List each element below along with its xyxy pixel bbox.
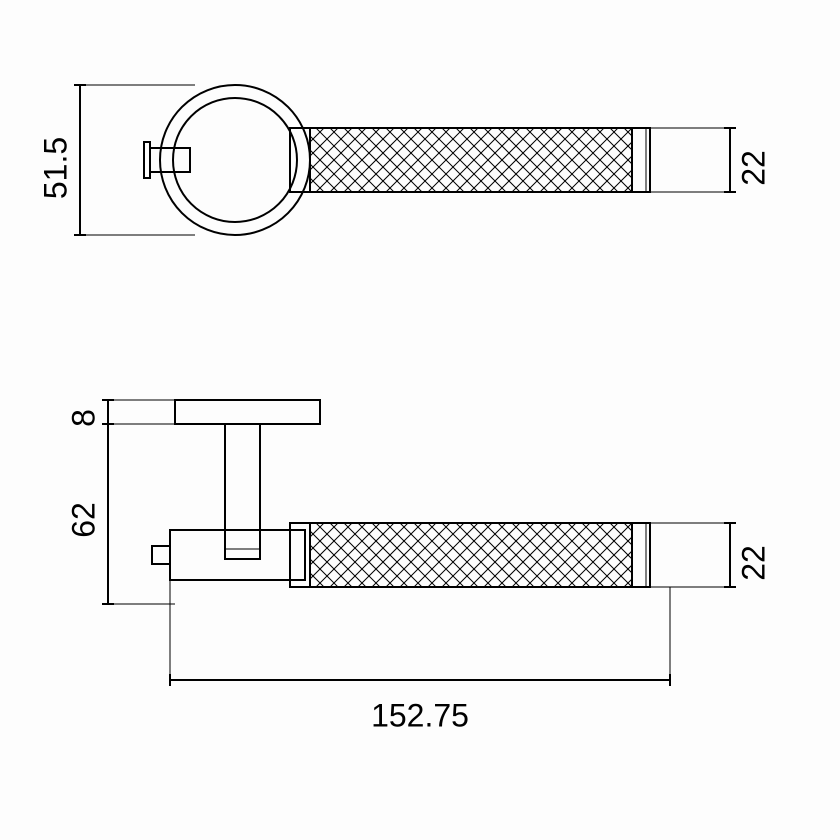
dim-rose-depth: 8 [65, 409, 101, 427]
dim-overall-length: 152.75 [371, 697, 469, 733]
dim-rose-diameter: 51.5 [37, 137, 73, 199]
dim-standoff: 62 [65, 502, 101, 538]
dim-grip-dia-top: 22 [735, 150, 771, 186]
dim-grip-dia-side: 22 [735, 545, 771, 581]
knurl-pattern [246, 523, 758, 587]
knurl-pattern [246, 128, 758, 192]
technical-drawing: 51.5 22 8 62 22 152.75 [0, 0, 840, 840]
